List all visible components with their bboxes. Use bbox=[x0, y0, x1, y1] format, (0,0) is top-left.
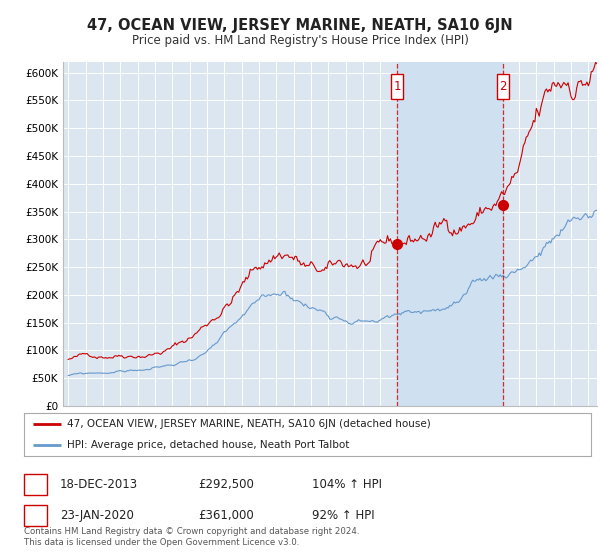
Text: Contains HM Land Registry data © Crown copyright and database right 2024.
This d: Contains HM Land Registry data © Crown c… bbox=[24, 527, 359, 547]
Text: HPI: Average price, detached house, Neath Port Talbot: HPI: Average price, detached house, Neat… bbox=[67, 440, 349, 450]
Text: £361,000: £361,000 bbox=[198, 508, 254, 522]
Bar bbox=[397, 62, 503, 406]
Text: £292,500: £292,500 bbox=[198, 478, 254, 491]
Text: 18-DEC-2013: 18-DEC-2013 bbox=[60, 478, 138, 491]
Text: 47, OCEAN VIEW, JERSEY MARINE, NEATH, SA10 6JN (detached house): 47, OCEAN VIEW, JERSEY MARINE, NEATH, SA… bbox=[67, 419, 430, 429]
Text: 1: 1 bbox=[32, 478, 39, 491]
FancyBboxPatch shape bbox=[497, 74, 509, 100]
Text: 92% ↑ HPI: 92% ↑ HPI bbox=[312, 508, 374, 522]
Text: 2: 2 bbox=[499, 80, 506, 93]
Text: Price paid vs. HM Land Registry's House Price Index (HPI): Price paid vs. HM Land Registry's House … bbox=[131, 34, 469, 46]
Text: 104% ↑ HPI: 104% ↑ HPI bbox=[312, 478, 382, 491]
Text: 2: 2 bbox=[32, 508, 39, 522]
Text: 23-JAN-2020: 23-JAN-2020 bbox=[60, 508, 134, 522]
FancyBboxPatch shape bbox=[391, 74, 403, 100]
Text: 47, OCEAN VIEW, JERSEY MARINE, NEATH, SA10 6JN: 47, OCEAN VIEW, JERSEY MARINE, NEATH, SA… bbox=[87, 18, 513, 33]
Text: 1: 1 bbox=[393, 80, 401, 93]
